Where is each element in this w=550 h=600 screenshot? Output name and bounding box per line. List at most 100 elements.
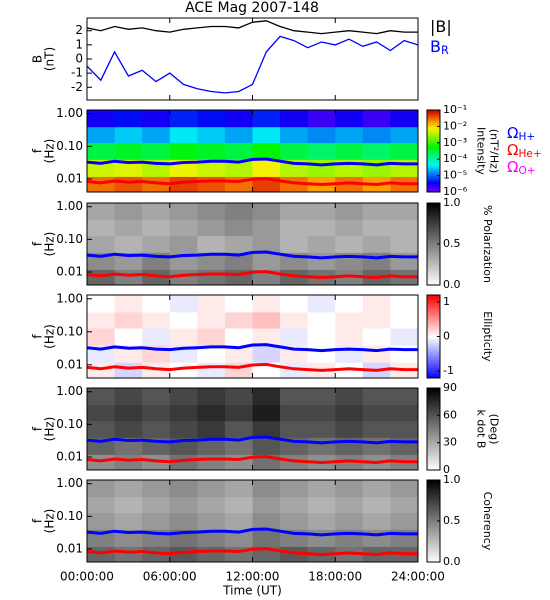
- heatmap-cell: [142, 388, 171, 406]
- heatmap-cell: [87, 295, 116, 313]
- colorbar-step: [427, 130, 440, 134]
- colorbar-step: [427, 498, 440, 501]
- colorbar-step: [427, 351, 440, 354]
- heatmap-cell: [390, 235, 418, 253]
- heatmap-cell: [224, 235, 253, 253]
- heatmap-cell: [390, 437, 418, 455]
- colorbar-step: [427, 169, 440, 172]
- colorbar-tick-label: 10⁻¹: [443, 103, 467, 116]
- colorbar-step: [427, 463, 440, 467]
- colorbar-step: [427, 116, 440, 119]
- colorbar-step: [427, 484, 440, 487]
- colorbar-step: [427, 410, 440, 414]
- heatmap-cell: [280, 328, 309, 346]
- colorbar-step: [427, 280, 440, 284]
- heatmap-cell: [335, 110, 364, 128]
- heatmap-cell: [252, 437, 281, 455]
- heatmap-cell: [390, 529, 418, 547]
- colorbar-tick-label: 90: [443, 381, 457, 394]
- colorbar-step: [427, 543, 440, 547]
- heatmap-cell: [280, 388, 309, 406]
- colorbar-step: [427, 508, 440, 512]
- colorbar-step: [427, 239, 440, 243]
- heatmap-cell: [307, 437, 336, 455]
- heatmap-cell: [114, 126, 143, 144]
- heatmap-cell: [280, 126, 309, 144]
- heatmap-cell: [197, 454, 226, 470]
- heatmap-cell: [169, 176, 198, 192]
- colorbar-label: Ellipticity: [481, 311, 494, 362]
- heatmap-cell: [362, 496, 391, 514]
- heatmap-cell: [280, 480, 309, 498]
- colorbar-step: [427, 531, 440, 534]
- colorbar-step: [427, 394, 440, 397]
- heatmap-cell: [142, 110, 171, 128]
- heatmap-cell: [169, 480, 198, 498]
- panel: -1 0 1 Ellipticity 0.01 0.10 1.00 f(Hz): [31, 291, 494, 379]
- heatmap-cell: [197, 420, 226, 438]
- heatmap-cell: [335, 388, 364, 406]
- colorbar-step: [427, 506, 440, 510]
- colorbar-step: [427, 490, 440, 493]
- heatmap-cell: [197, 235, 226, 253]
- colorbar-step: [427, 225, 440, 229]
- legend-subscript: He+: [518, 148, 541, 160]
- heatmap-cell: [169, 203, 198, 221]
- colorbar-tick-label: 60: [443, 408, 457, 421]
- colorbar-step: [427, 297, 440, 300]
- colorbar-step: [427, 547, 440, 551]
- colorbar-step: [427, 179, 440, 183]
- colorbar-step: [427, 321, 440, 325]
- colorbar-step: [427, 175, 440, 179]
- heatmap-cell: [252, 529, 281, 547]
- colorbar-step: [427, 276, 440, 280]
- gyro-line: [87, 547, 418, 557]
- heatmap-cell: [280, 235, 309, 253]
- heatmap-cell: [280, 311, 309, 329]
- heatmap-cell: [390, 480, 418, 498]
- heatmap-cell: [142, 203, 171, 221]
- heatmap-cell: [142, 295, 171, 313]
- y-tick-label: 0.10: [56, 232, 83, 246]
- colorbar-step: [427, 539, 440, 542]
- colorbar-step: [427, 502, 440, 506]
- heatmap-cell: [224, 203, 253, 221]
- colorbar-tick-label: 30: [443, 436, 457, 449]
- heatmap-cell: [114, 235, 143, 253]
- heatmap-cell: [307, 328, 336, 346]
- y-axis-label: f: [31, 518, 45, 523]
- heatmap-cell: [169, 219, 198, 237]
- heatmap-cell: [169, 110, 198, 128]
- heatmap-cell: [197, 159, 226, 177]
- colorbar-step: [427, 512, 440, 516]
- heatmap-cell: [114, 142, 143, 160]
- heatmap-cell: [142, 480, 171, 498]
- colorbar-step: [427, 426, 440, 430]
- colorbar-step: [427, 252, 440, 255]
- colorbar-step: [427, 518, 440, 522]
- colorbar-step: [427, 500, 440, 504]
- y-axis-label: (Hz): [43, 139, 57, 164]
- heatmap-cell: [335, 480, 364, 498]
- heatmap-cell: [280, 142, 309, 160]
- y-tick-label: 0.01: [56, 265, 83, 279]
- heatmap-cell: [197, 404, 226, 422]
- legend-label: BR: [430, 37, 449, 58]
- heatmap-cell: [307, 235, 336, 253]
- colorbar-label: % Polarization: [481, 205, 494, 283]
- heatmap-cell: [114, 388, 143, 406]
- colorbar-step: [427, 441, 440, 444]
- heatmap-cell: [197, 362, 226, 378]
- colorbar-step: [427, 461, 440, 465]
- heatmap-cell: [197, 496, 226, 514]
- heatmap-cell: [169, 512, 198, 530]
- heatmap-cell: [390, 496, 418, 514]
- heatmap-cell: [252, 235, 281, 253]
- colorbar-step: [427, 319, 440, 323]
- heatmap-cell: [114, 269, 143, 285]
- colorbar-step: [427, 221, 440, 224]
- heatmap-cell: [362, 311, 391, 329]
- heatmap-cell: [197, 529, 226, 547]
- colorbar-step: [427, 124, 440, 127]
- colorbar-step: [427, 282, 440, 286]
